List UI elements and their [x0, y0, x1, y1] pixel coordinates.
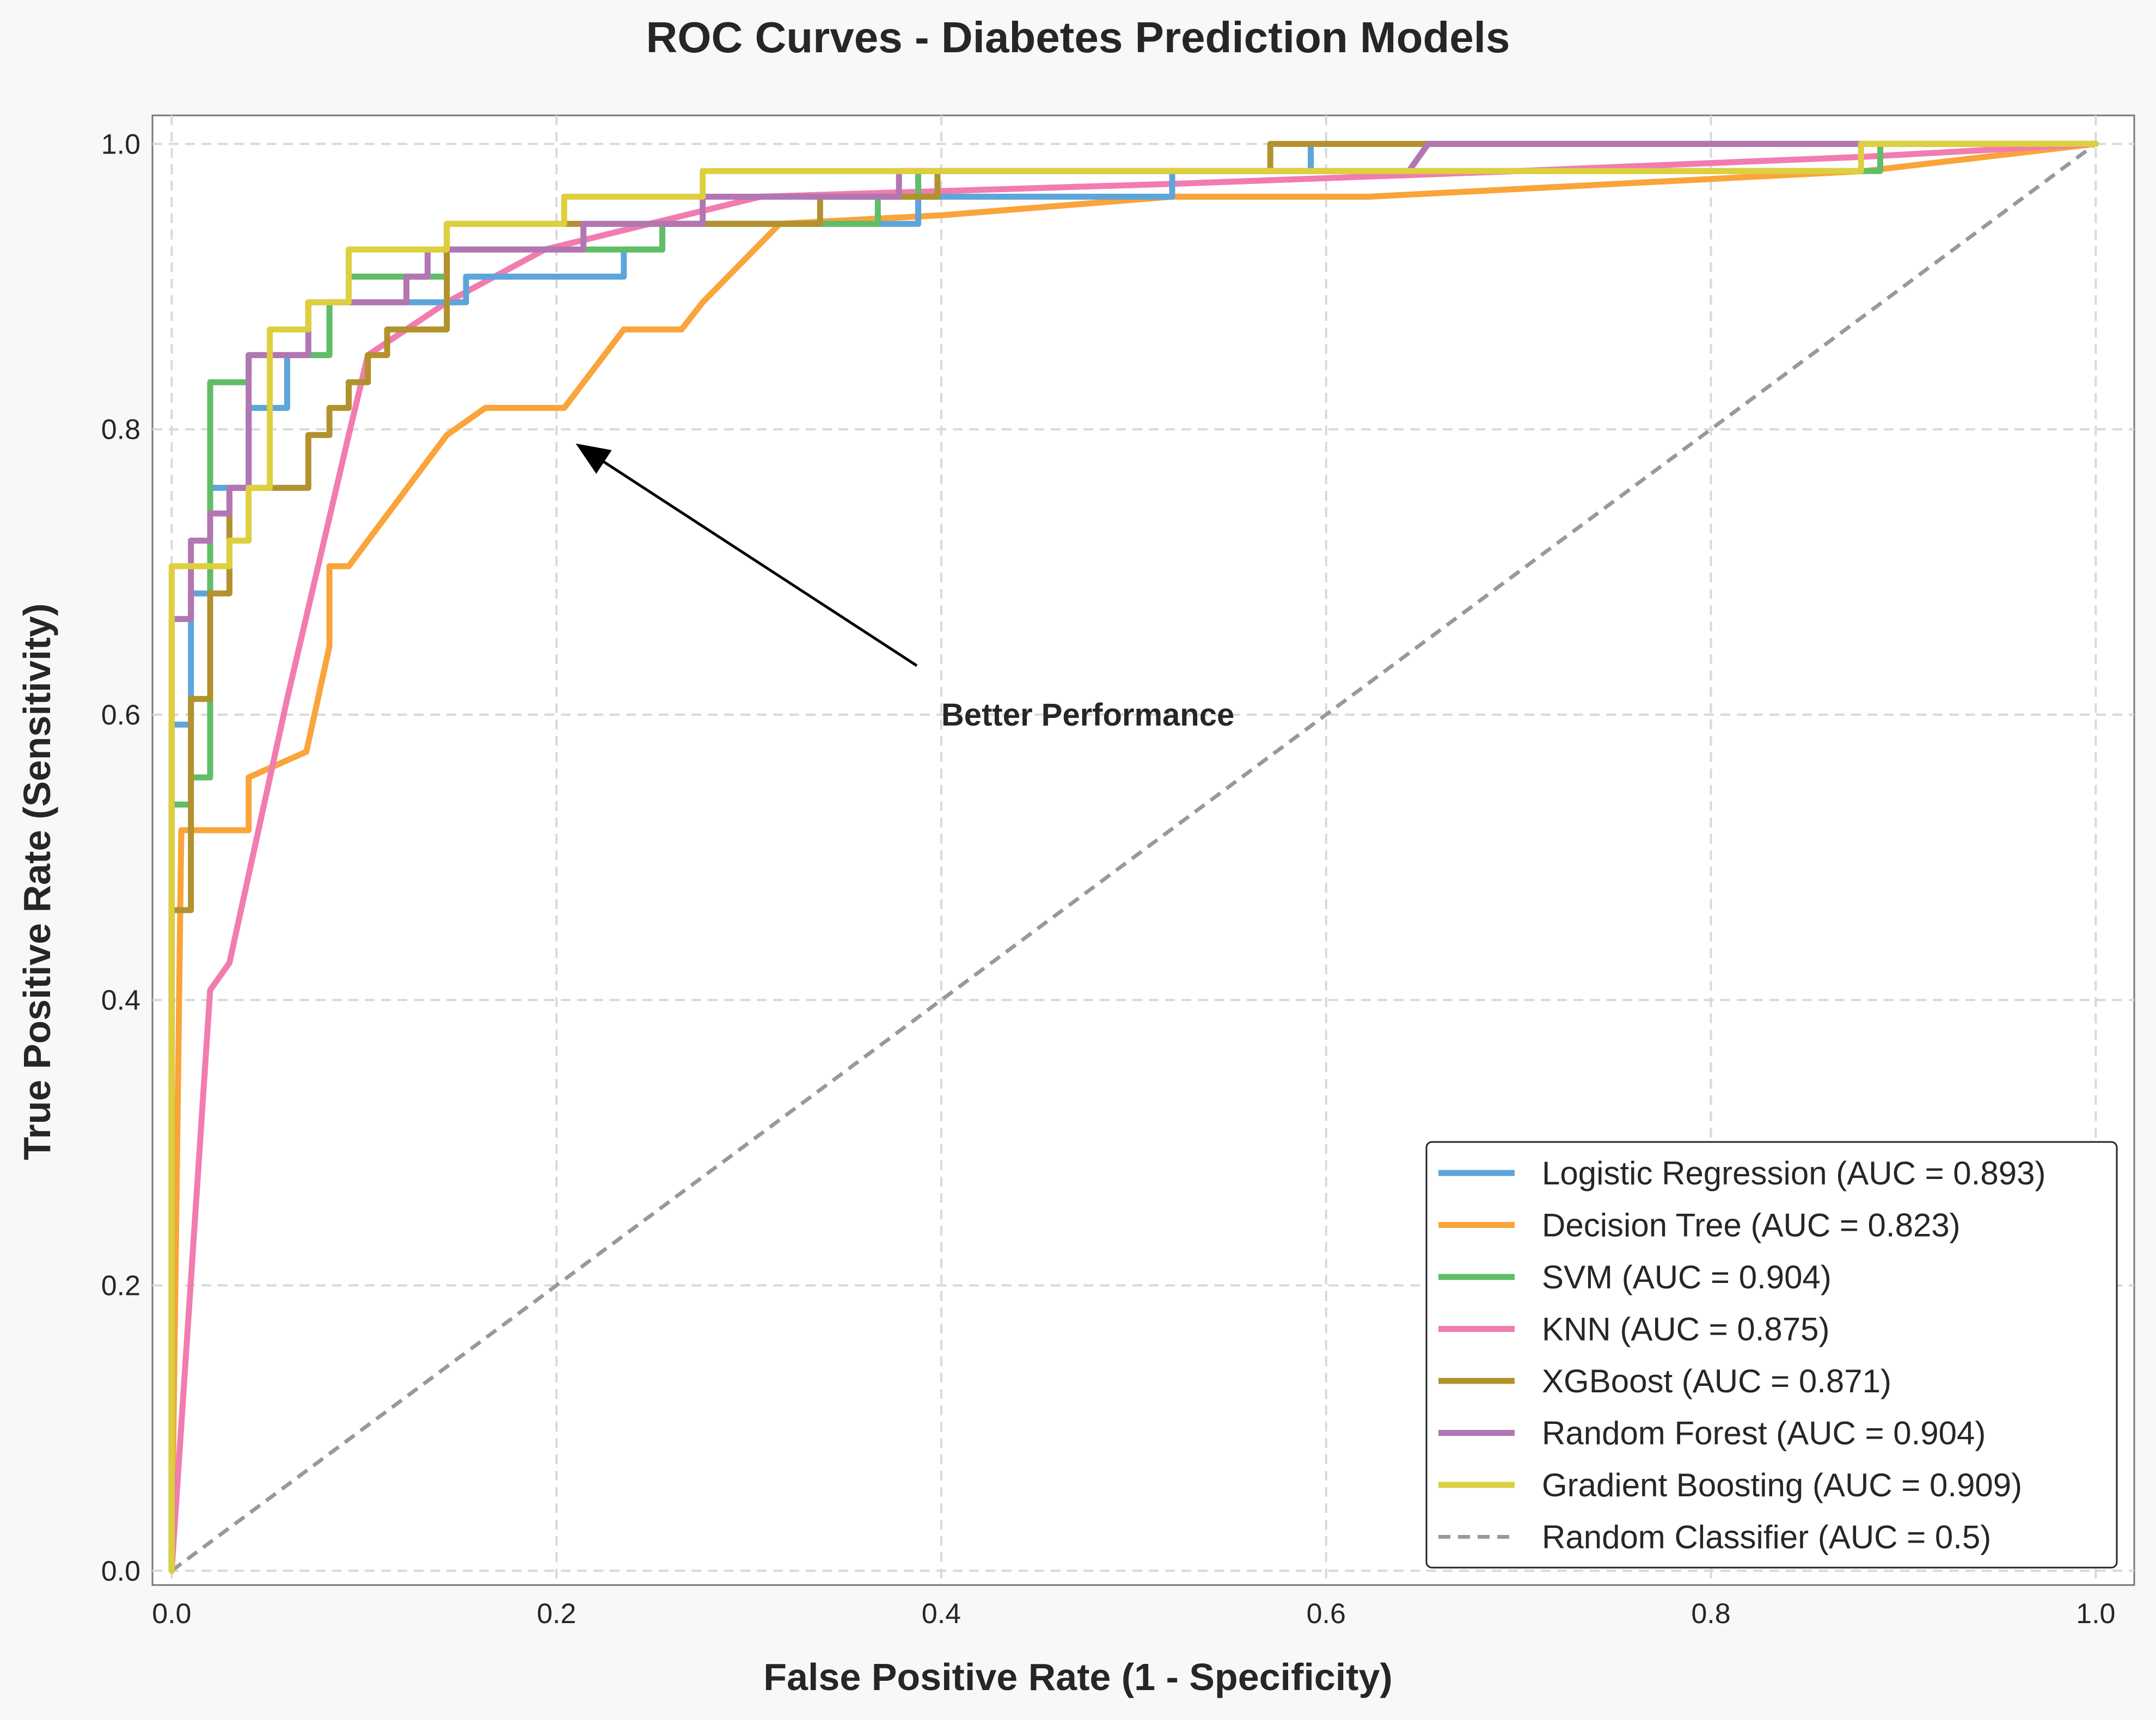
y-tick-label: 0.2 [101, 1270, 140, 1302]
series-line-5 [168, 140, 2099, 1574]
x-tick-label: 1.0 [2076, 1598, 2115, 1630]
legend-label-5: Random Forest (AUC = 0.904) [1542, 1415, 1986, 1452]
chart-title: ROC Curves - Diabetes Prediction Models [646, 13, 1510, 62]
x-tick-label: 0.6 [1307, 1598, 1346, 1630]
legend-label-1: Decision Tree (AUC = 0.823) [1542, 1207, 1961, 1244]
y-tick-label: 0.4 [101, 985, 140, 1016]
y-tick-label: 1.0 [101, 128, 140, 160]
legend-label-2: SVM (AUC = 0.904) [1542, 1259, 1832, 1295]
x-tick-label: 0.4 [922, 1598, 961, 1630]
legend-items: Logistic Regression (AUC = 0.893) Decisio… [1438, 1155, 2045, 1556]
legend-label-4: XGBoost (AUC = 0.871) [1542, 1363, 1891, 1399]
y-tick-label: 0.8 [101, 414, 140, 446]
x-axis-ticks: 0.0 0.2 0.4 0.6 0.8 1.0 [152, 1598, 2115, 1630]
series-line-7 [170, 142, 2097, 1572]
series-lines [168, 140, 2099, 1574]
legend-label-3: KNN (AUC = 0.875) [1542, 1311, 1830, 1348]
x-tick-label: 0.8 [1691, 1598, 1730, 1630]
legend: Logistic Regression (AUC = 0.893) Decisio… [1425, 1141, 2118, 1569]
annotation: Better Performance [575, 443, 1234, 733]
legend-box [1425, 1141, 2118, 1569]
x-axis-label: False Positive Rate (1 - Specificity) [763, 1656, 1392, 1698]
grid-lines [152, 115, 2134, 1585]
y-tick-label: 0.0 [101, 1556, 140, 1587]
legend-label-6: Gradient Boosting (AUC = 0.909) [1542, 1467, 2022, 1503]
annotation-arrow-head [575, 443, 612, 474]
series-line-6 [168, 140, 2099, 1574]
x-tick-label: 0.2 [537, 1598, 576, 1630]
x-tick-label: 0.0 [152, 1598, 191, 1630]
legend-label-0: Logistic Regression (AUC = 0.893) [1542, 1155, 2045, 1191]
legend-label-7: Random Classifier (AUC = 0.5) [1542, 1519, 1991, 1556]
series-line-1 [168, 140, 2099, 1574]
y-axis-label: True Positive Rate (Sensitivity) [16, 603, 58, 1160]
y-tick-label: 0.6 [101, 699, 140, 731]
annotation-text: Better Performance [941, 697, 1234, 733]
y-axis-ticks: 0.0 0.2 0.4 0.6 0.8 1.0 [101, 128, 140, 1587]
annotation-arrow-line [603, 460, 918, 667]
